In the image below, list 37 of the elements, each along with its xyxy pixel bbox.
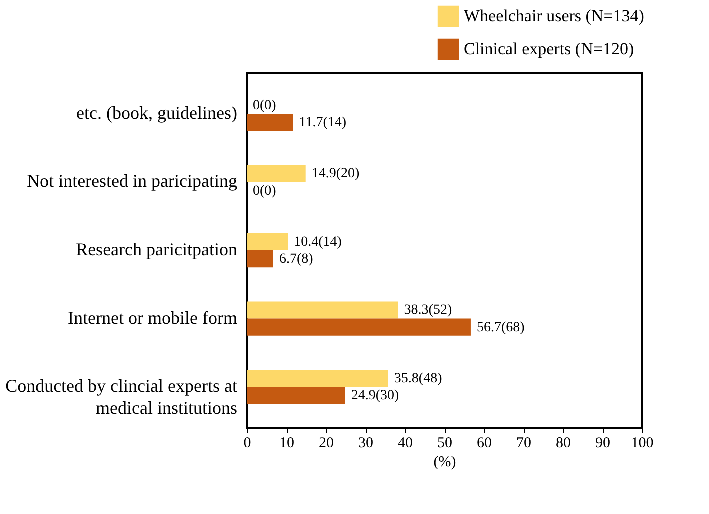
data-label: 14.9(20) [312, 166, 360, 182]
x-tick-label: 0 [244, 436, 252, 452]
legend-label: Clinical experts (N=120) [464, 40, 634, 58]
x-tick-label: 10 [280, 436, 294, 452]
bar [247, 250, 274, 268]
bar [247, 318, 471, 336]
x-tick-label: 20 [319, 436, 334, 452]
x-tick-label: 50 [438, 436, 452, 452]
bar [247, 165, 306, 182]
bar [247, 114, 294, 132]
x-tick-label: 90 [596, 436, 610, 452]
y-tick-label: Internet or mobile form [68, 308, 238, 328]
bar [247, 370, 388, 388]
y-tick-label: etc. (book, guidelines) [76, 102, 238, 123]
y-tick-label: Not interested in paricipating [27, 171, 238, 192]
x-tick-label: 40 [398, 436, 413, 452]
data-label: 38.3(52) [404, 303, 452, 318]
x-tick-label: 30 [358, 436, 374, 452]
x-tick-label: 70 [516, 436, 532, 452]
y-tick-label: Conducted by clincial experts at medical institutions [6, 376, 238, 418]
data-label: 35.8(48) [394, 372, 443, 387]
x-tick-label: 80 [556, 436, 571, 452]
bar [247, 302, 398, 319]
data-label: 56.7(68) [476, 320, 526, 336]
legend-label: Wheelchair users (N=134) [464, 6, 644, 26]
y-tick-label: Research paricitpation [76, 240, 238, 260]
bar [247, 233, 288, 250]
x-axis-title: (%) [434, 454, 456, 470]
x-tick-label: 100 [631, 436, 654, 452]
data-label: 6.7(8) [279, 252, 314, 268]
bar [247, 387, 346, 404]
data-label: 0(0) [253, 184, 277, 199]
data-label: 0(0) [253, 98, 277, 114]
data-label: 24.9(30) [351, 388, 400, 404]
data-label: 10.4(14) [294, 234, 342, 250]
x-tick-label: 60 [477, 436, 492, 452]
data-label: 11.7(14) [299, 115, 347, 130]
